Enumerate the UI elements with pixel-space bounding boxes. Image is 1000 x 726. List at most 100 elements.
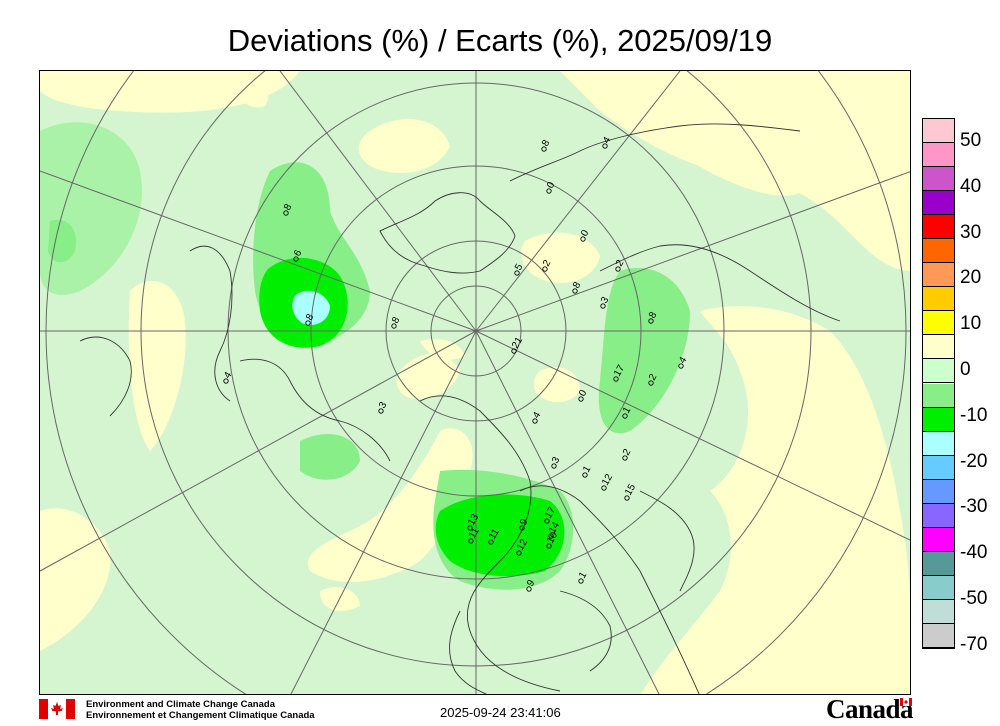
organization-name: Environment and Climate Change Canada En… (86, 699, 315, 721)
station-value: 15 (623, 482, 638, 498)
station-marker: 15 (623, 482, 638, 501)
color-legend (922, 118, 955, 649)
station-dot (572, 288, 578, 294)
station-marker: 1 (621, 405, 634, 419)
legend-swatch (923, 239, 954, 264)
station-dot (582, 472, 588, 478)
station-marker: 8 (647, 310, 660, 324)
station-marker: 3 (599, 295, 612, 309)
station-value: 0 (545, 180, 558, 191)
station-marker: 14 (547, 520, 562, 539)
station-dot (391, 323, 397, 329)
station-marker: 4 (601, 135, 614, 149)
station-dot (580, 236, 586, 242)
station-dot (541, 146, 547, 152)
station-marker: 17 (612, 363, 627, 382)
legend-swatch (923, 479, 954, 504)
station-value: 21 (510, 335, 525, 351)
station-value: 1 (581, 464, 594, 475)
legend-swatch (923, 167, 954, 192)
station-marker: 0 (579, 228, 592, 242)
legend-swatch (923, 455, 954, 480)
legend-swatch (923, 575, 954, 600)
station-marker: 1 (581, 464, 594, 478)
organization-name-en: Environment and Climate Change Canada (86, 699, 275, 710)
station-value: 12 (515, 537, 530, 553)
station-dot (293, 256, 299, 262)
legend-swatch (923, 287, 954, 312)
station-marker: 2 (647, 372, 660, 386)
graticule (40, 71, 910, 694)
legend-label: -70 (960, 633, 988, 655)
canada-flag-icon (39, 699, 75, 719)
station-marker: 2 (541, 258, 554, 272)
station-value: 0 (577, 388, 590, 399)
station-marker: 17 (543, 505, 558, 524)
station-dot (615, 266, 621, 272)
station-value: 13 (466, 512, 481, 528)
canada-wordmark: Canada (826, 694, 914, 724)
station-value: 1 (621, 405, 634, 416)
station-dot (678, 363, 684, 369)
legend-swatch (923, 599, 954, 624)
station-value: 8 (571, 280, 584, 291)
station-dot (648, 380, 654, 386)
station-dot (602, 143, 608, 149)
legend-swatch (923, 623, 954, 648)
legend-swatch (923, 119, 954, 144)
station-dot (542, 266, 548, 272)
station-marker: 3 (550, 455, 563, 469)
station-value: 10 (545, 530, 560, 546)
station-marker: 12 (600, 472, 615, 491)
station-dot (624, 495, 630, 501)
station-marker: 8 (571, 280, 584, 294)
station-marker: 8 (304, 312, 317, 326)
station-dot (648, 318, 654, 324)
station-dot (223, 378, 229, 384)
station-marker: 13 (466, 512, 481, 531)
legend-label: -10 (960, 404, 988, 426)
station-value: 8 (282, 202, 295, 213)
legend-swatch (923, 263, 954, 288)
chart-title: Deviations (%) / Ecarts (%), 2025/09/19 (227, 23, 773, 58)
station-marker: 0 (577, 388, 590, 402)
station-dot (378, 408, 384, 414)
station-dot (519, 525, 525, 531)
station-dot (514, 270, 520, 276)
legend-label: -50 (960, 588, 988, 609)
station-value: 1 (577, 570, 590, 581)
station-dot (613, 376, 619, 382)
legend-label: -30 (960, 496, 988, 518)
legend-swatch (923, 407, 954, 432)
station-dot (548, 533, 554, 539)
station-dot (578, 578, 584, 584)
station-marker: 9 (525, 578, 538, 592)
station-value: 8 (390, 315, 403, 326)
station-marker: 2 (614, 258, 627, 272)
legend-swatch (923, 503, 954, 528)
station-dot (622, 455, 628, 461)
station-dot (511, 348, 517, 354)
station-value: 5 (513, 262, 526, 273)
station-dot (601, 485, 607, 491)
station-dot (467, 525, 473, 531)
legend-swatch (923, 143, 954, 168)
legend-swatch (923, 191, 954, 216)
station-value: 4 (677, 355, 690, 366)
station-value: 4 (531, 410, 544, 421)
station-dot (283, 210, 289, 216)
station-marker: 12 (515, 537, 530, 556)
legend-label: -20 (960, 450, 988, 472)
station-dot (600, 303, 606, 309)
station-marker: 10 (545, 530, 560, 549)
station-dot (551, 463, 557, 469)
station-marker: 1 (577, 570, 590, 584)
station-marker: 4 (222, 370, 235, 384)
station-value: 8 (304, 312, 317, 323)
station-value: 17 (612, 363, 627, 379)
station-value: 8 (540, 138, 553, 149)
station-value: 3 (599, 295, 612, 306)
legend-label: 10 (960, 313, 982, 335)
